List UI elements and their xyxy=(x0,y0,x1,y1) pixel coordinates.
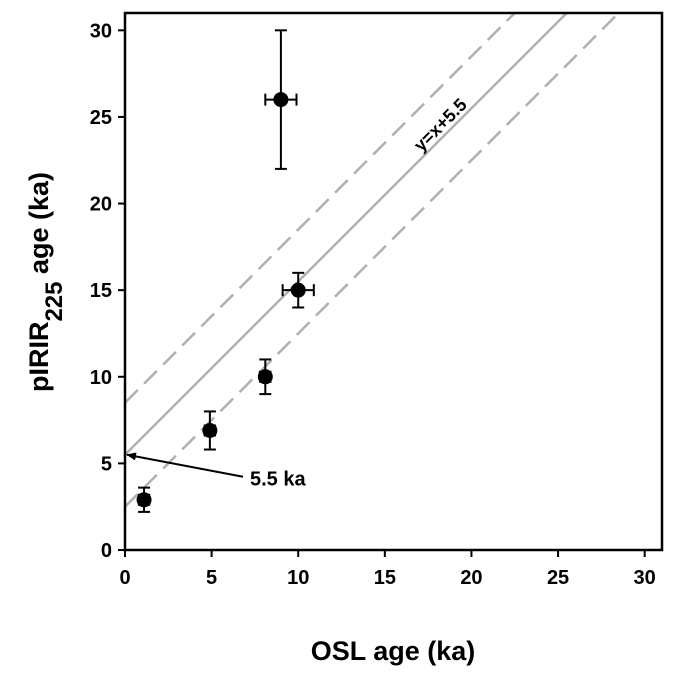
reference-line-center xyxy=(125,13,569,456)
data-point xyxy=(273,92,289,108)
y-axis-title-subscript: 225 xyxy=(41,282,68,322)
data-points xyxy=(136,29,315,513)
annotation-label: 5.5 ka xyxy=(250,469,306,491)
data-point-group xyxy=(257,358,273,396)
data-point-group xyxy=(202,410,218,451)
x-tick-label: 30 xyxy=(634,567,656,589)
data-point-group xyxy=(281,271,315,309)
data-point-group xyxy=(136,486,152,513)
y-tick-label: 25 xyxy=(90,107,112,129)
y-tick-label: 5 xyxy=(101,453,112,475)
reference-line-label: y=x+5.5 xyxy=(410,94,471,155)
data-point-group xyxy=(264,29,298,170)
x-tick-label: 20 xyxy=(460,567,482,589)
x-axis-title: OSL age (ka) xyxy=(311,636,476,666)
reference-line-upper xyxy=(125,13,517,404)
y-tick-label: 30 xyxy=(90,20,112,42)
data-point xyxy=(136,492,152,508)
x-tick-label: 25 xyxy=(547,567,569,589)
y-axis-title-main: pIRIR xyxy=(24,322,54,393)
y-axis-title-suffix: age (ka) xyxy=(24,172,54,282)
y-axis-title: pIRIR225 age (ka) xyxy=(24,172,68,392)
y-axis-ticks: 0 5 10 15 20 25 30 xyxy=(90,20,125,562)
y-tick-label: 0 xyxy=(101,540,112,562)
reference-line-lower xyxy=(125,13,621,508)
data-point xyxy=(202,422,218,438)
annotation-arrow xyxy=(126,452,244,478)
y-tick-label: 20 xyxy=(90,194,112,216)
y-tick-label: 15 xyxy=(90,280,112,302)
x-axis-ticks: 0 5 10 15 20 25 30 xyxy=(119,550,656,589)
plot-frame xyxy=(123,11,664,552)
annotation: 5.5 ka xyxy=(126,452,306,491)
x-tick-label: 5 xyxy=(206,567,217,589)
x-tick-label: 10 xyxy=(287,567,309,589)
y-tick-label: 10 xyxy=(90,367,112,389)
data-point xyxy=(290,282,306,298)
reference-lines xyxy=(125,13,621,508)
data-point xyxy=(257,369,273,385)
x-tick-label: 0 xyxy=(119,567,130,589)
x-tick-label: 15 xyxy=(374,567,396,589)
reference-line-labels: y=x+5.5 xyxy=(410,94,471,155)
